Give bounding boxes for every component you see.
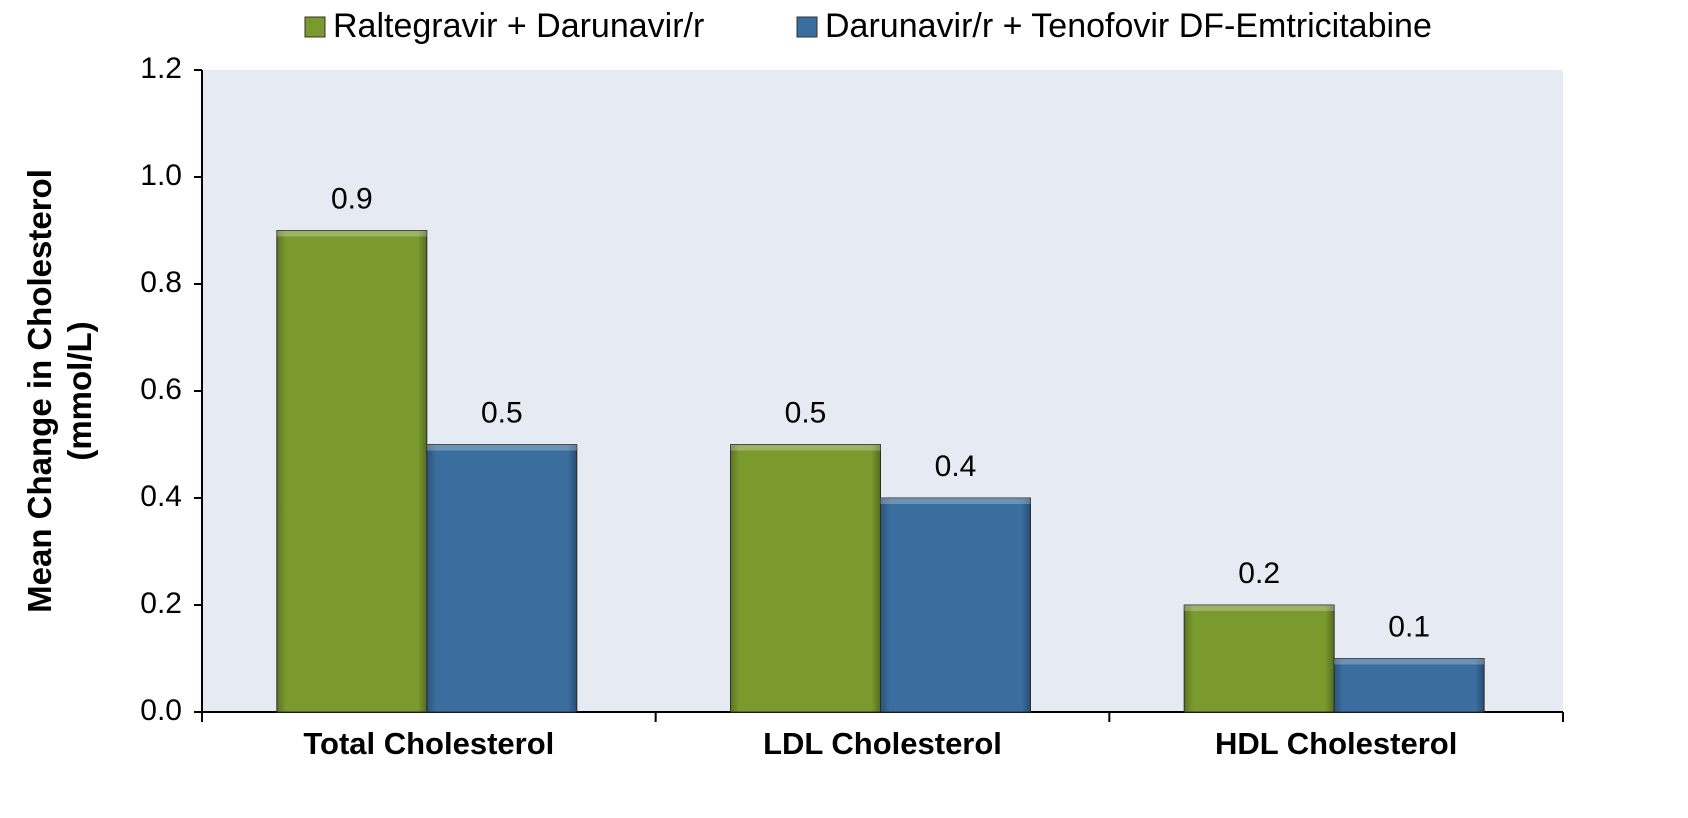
y-axis-label: Mean Change in Cholesterol(mmol/L) xyxy=(21,169,98,613)
data-label: 0.9 xyxy=(331,182,373,215)
bar-bevel xyxy=(730,444,881,451)
bar-shade xyxy=(1184,605,1335,712)
bar-shade xyxy=(880,498,1031,712)
data-label: 0.5 xyxy=(785,396,827,429)
bar-shade xyxy=(426,444,577,712)
data-label: 0.1 xyxy=(1388,610,1430,643)
bar-bevel xyxy=(276,230,427,237)
bar-bevel xyxy=(426,444,577,451)
y-tick-label: 0.8 xyxy=(140,266,182,299)
data-label: 0.5 xyxy=(481,396,523,429)
bar-bevel xyxy=(880,498,1031,504)
legend-swatch xyxy=(304,16,326,38)
bar-bevel xyxy=(1184,605,1335,611)
y-axis-label-line: Mean Change in Cholesterol xyxy=(21,169,58,613)
bar-bevel xyxy=(1334,658,1485,665)
bar-shade xyxy=(276,230,427,712)
y-tick-label: 0.4 xyxy=(140,480,182,513)
bar-shade xyxy=(1334,658,1485,712)
y-tick-label: 0.6 xyxy=(140,373,182,406)
data-label: 0.2 xyxy=(1238,557,1280,590)
y-tick-label: 0.0 xyxy=(140,694,182,727)
legend-swatch xyxy=(796,16,818,38)
data-label: 0.4 xyxy=(935,450,977,483)
y-tick-label: 0.2 xyxy=(140,587,182,620)
y-axis-label-line: (mmol/L) xyxy=(61,321,98,460)
y-tick-label: 1.0 xyxy=(140,159,182,192)
bar-shade xyxy=(730,444,881,712)
x-tick-label: Total Cholesterol xyxy=(303,726,554,761)
x-tick-label: LDL Cholesterol xyxy=(763,726,1002,761)
x-tick-label: HDL Cholesterol xyxy=(1215,726,1457,761)
legend-label: Raltegravir + Darunavir/r xyxy=(333,7,704,45)
y-tick-label: 1.2 xyxy=(140,52,182,85)
legend-label: Darunavir/r + Tenofovir DF-Emtricitabine xyxy=(825,7,1432,45)
